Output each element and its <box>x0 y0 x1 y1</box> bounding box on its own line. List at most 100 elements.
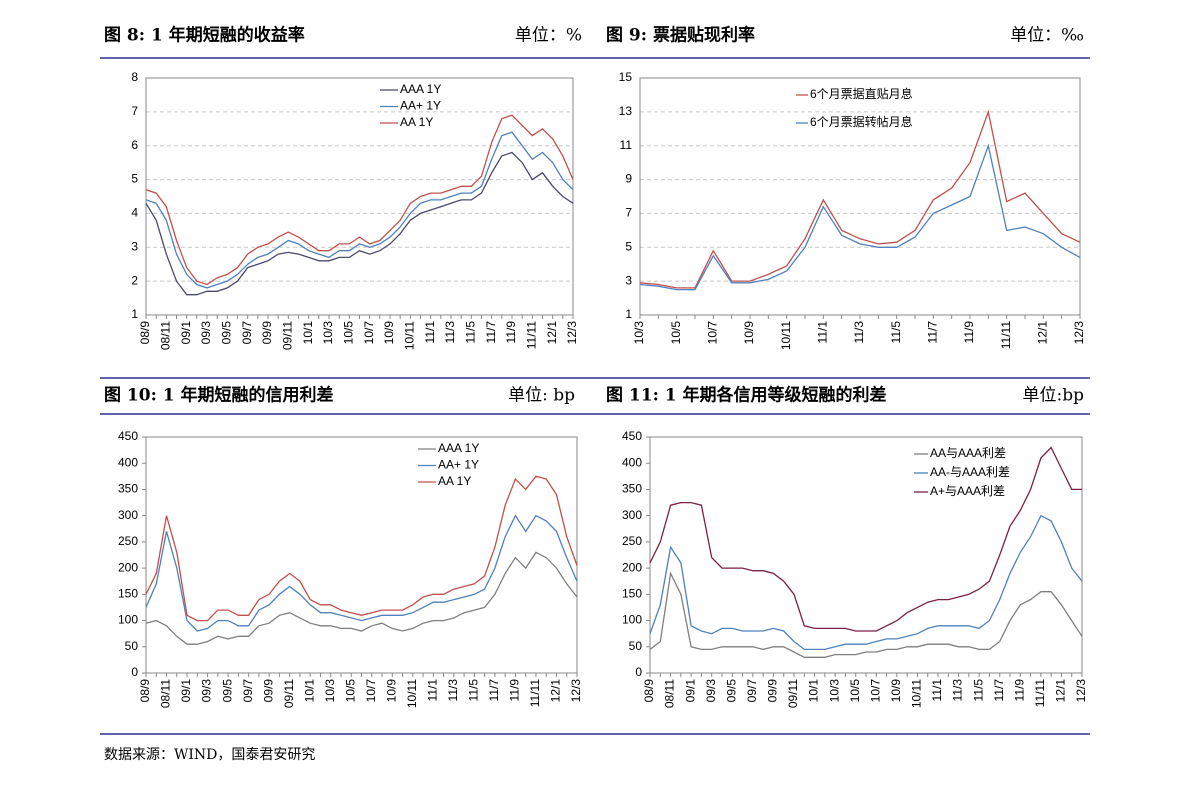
legend-label: AAA 1Y <box>400 82 441 96</box>
line <box>649 571 1083 658</box>
x-tick-label: 09/5 <box>220 679 234 703</box>
y-tick-label: 2 <box>131 273 138 287</box>
x-tick-label: 10/3 <box>632 321 646 345</box>
line <box>639 143 1081 291</box>
x-tick-label: 08/9 <box>138 321 152 345</box>
x-tick-label: 10/11 <box>403 321 417 350</box>
x-tick-label: 09/1 <box>179 679 193 703</box>
y-tick-label: 400 <box>118 455 138 469</box>
y-tick-label: 7 <box>625 206 632 220</box>
line <box>649 446 1082 632</box>
y-tick-label: 100 <box>622 613 642 627</box>
legend-label: AA 1Y <box>438 474 471 488</box>
x-tick-label: 11/3 <box>852 321 866 344</box>
x-tick-label: 12/3 <box>569 679 583 703</box>
x-tick-label: 10/5 <box>669 321 683 345</box>
x-tick-label: 09/7 <box>241 679 255 703</box>
x-tick-label: 09/3 <box>200 679 214 703</box>
x-tick-label: 09/5 <box>220 321 234 345</box>
line <box>145 114 574 286</box>
x-tick-label: 08/11 <box>663 679 677 708</box>
x-tick-label: 11/7 <box>484 321 498 344</box>
x-tick-label: 12/3 <box>1074 679 1088 703</box>
unit-label: 单位：‰ <box>1010 26 1084 46</box>
legend-label: AA+ 1Y <box>400 99 441 113</box>
y-tick-label: 15 <box>619 70 633 84</box>
y-tick-label: 50 <box>629 639 643 653</box>
legend-label: AA-与AAA利差 <box>930 465 1010 479</box>
y-tick-label: 5 <box>625 239 632 253</box>
line <box>145 514 578 632</box>
x-tick-label: 09/11 <box>281 321 295 350</box>
y-tick-label: 7 <box>131 104 138 118</box>
y-tick-label: 9 <box>625 172 632 186</box>
x-tick-label: 10/7 <box>364 679 378 703</box>
x-tick-label: 09/7 <box>240 321 254 345</box>
y-tick-label: 300 <box>118 508 138 522</box>
x-tick-label: 10/11 <box>779 321 793 350</box>
x-tick-label: 09/1 <box>179 321 193 345</box>
x-tick-label: 10/1 <box>807 679 821 703</box>
y-tick-label: 1 <box>625 307 632 321</box>
x-tick-label: 08/9 <box>138 679 152 703</box>
x-tick-label: 12/3 <box>1072 321 1086 345</box>
unit-label: 单位：% <box>515 26 582 46</box>
plot-area <box>649 436 1083 674</box>
legend-label: AA+ 1Y <box>438 458 479 472</box>
x-tick-label: 10/5 <box>343 679 357 703</box>
x-tick-label: 08/11 <box>159 679 173 708</box>
y-tick-label: 50 <box>125 639 139 653</box>
y-tick-label: 150 <box>118 587 138 601</box>
x-tick-label: 11/3 <box>951 679 965 702</box>
x-tick-label: 11/9 <box>504 321 518 344</box>
y-tick-label: 13 <box>619 104 633 118</box>
x-tick-label: 10/9 <box>742 321 756 345</box>
y-tick-label: 1 <box>131 307 138 321</box>
x-tick-label: 08/11 <box>159 321 173 350</box>
y-tick-label: 8 <box>131 70 138 84</box>
y-tick-label: 3 <box>131 239 138 253</box>
x-tick-label: 11/7 <box>992 679 1006 702</box>
y-tick-label: 0 <box>131 665 138 679</box>
chart-title: 图 10: 1 年期短融的信用利差 <box>104 385 334 406</box>
x-tick-label: 11/3 <box>446 679 460 702</box>
legend-label: 6个月票据直贴月息 <box>810 86 913 101</box>
x-tick-label: 09/11 <box>282 679 296 708</box>
x-tick-label: 10/7 <box>868 679 882 703</box>
y-tick-label: 300 <box>622 508 642 522</box>
x-tick-label: 11/7 <box>487 679 501 702</box>
x-tick-label: 09/7 <box>745 679 759 703</box>
x-tick-label: 11/5 <box>971 679 985 702</box>
x-tick-label: 12/1 <box>549 679 563 703</box>
line <box>649 514 1083 651</box>
line <box>145 551 578 645</box>
legend-label: AA与AAA利差 <box>930 446 1006 460</box>
x-tick-label: 11/11 <box>528 679 542 708</box>
y-tick-label: 350 <box>118 482 138 496</box>
line <box>145 151 574 296</box>
x-tick-label: 09/1 <box>683 679 697 703</box>
x-tick-label: 12/1 <box>545 321 559 345</box>
unit-label: 单位: bp <box>508 386 575 406</box>
y-tick-label: 250 <box>118 534 138 548</box>
x-tick-label: 12/3 <box>565 321 579 345</box>
x-tick-label: 10/7 <box>362 321 376 345</box>
x-tick-label: 11/1 <box>426 679 440 702</box>
x-tick-label: 10/7 <box>706 321 720 345</box>
y-tick-label: 200 <box>622 560 642 574</box>
x-tick-label: 11/1 <box>930 679 944 702</box>
y-tick-label: 450 <box>622 429 642 443</box>
x-tick-label: 10/3 <box>827 679 841 703</box>
plot-area <box>145 77 574 316</box>
y-tick-label: 150 <box>622 587 642 601</box>
source: 数据来源：WIND，国泰君安研究 <box>104 747 315 763</box>
chart-title: 图 8: 1 年期短融的收益率 <box>104 25 305 46</box>
y-tick-label: 200 <box>118 560 138 574</box>
x-tick-label: 11/7 <box>926 321 940 344</box>
plot-area <box>639 77 1081 316</box>
x-tick-label: 11/1 <box>423 321 437 344</box>
x-tick-label: 09/9 <box>766 679 780 703</box>
x-tick-label: 11/9 <box>1012 679 1026 702</box>
x-tick-label: 10/3 <box>323 679 337 703</box>
line <box>145 475 578 622</box>
